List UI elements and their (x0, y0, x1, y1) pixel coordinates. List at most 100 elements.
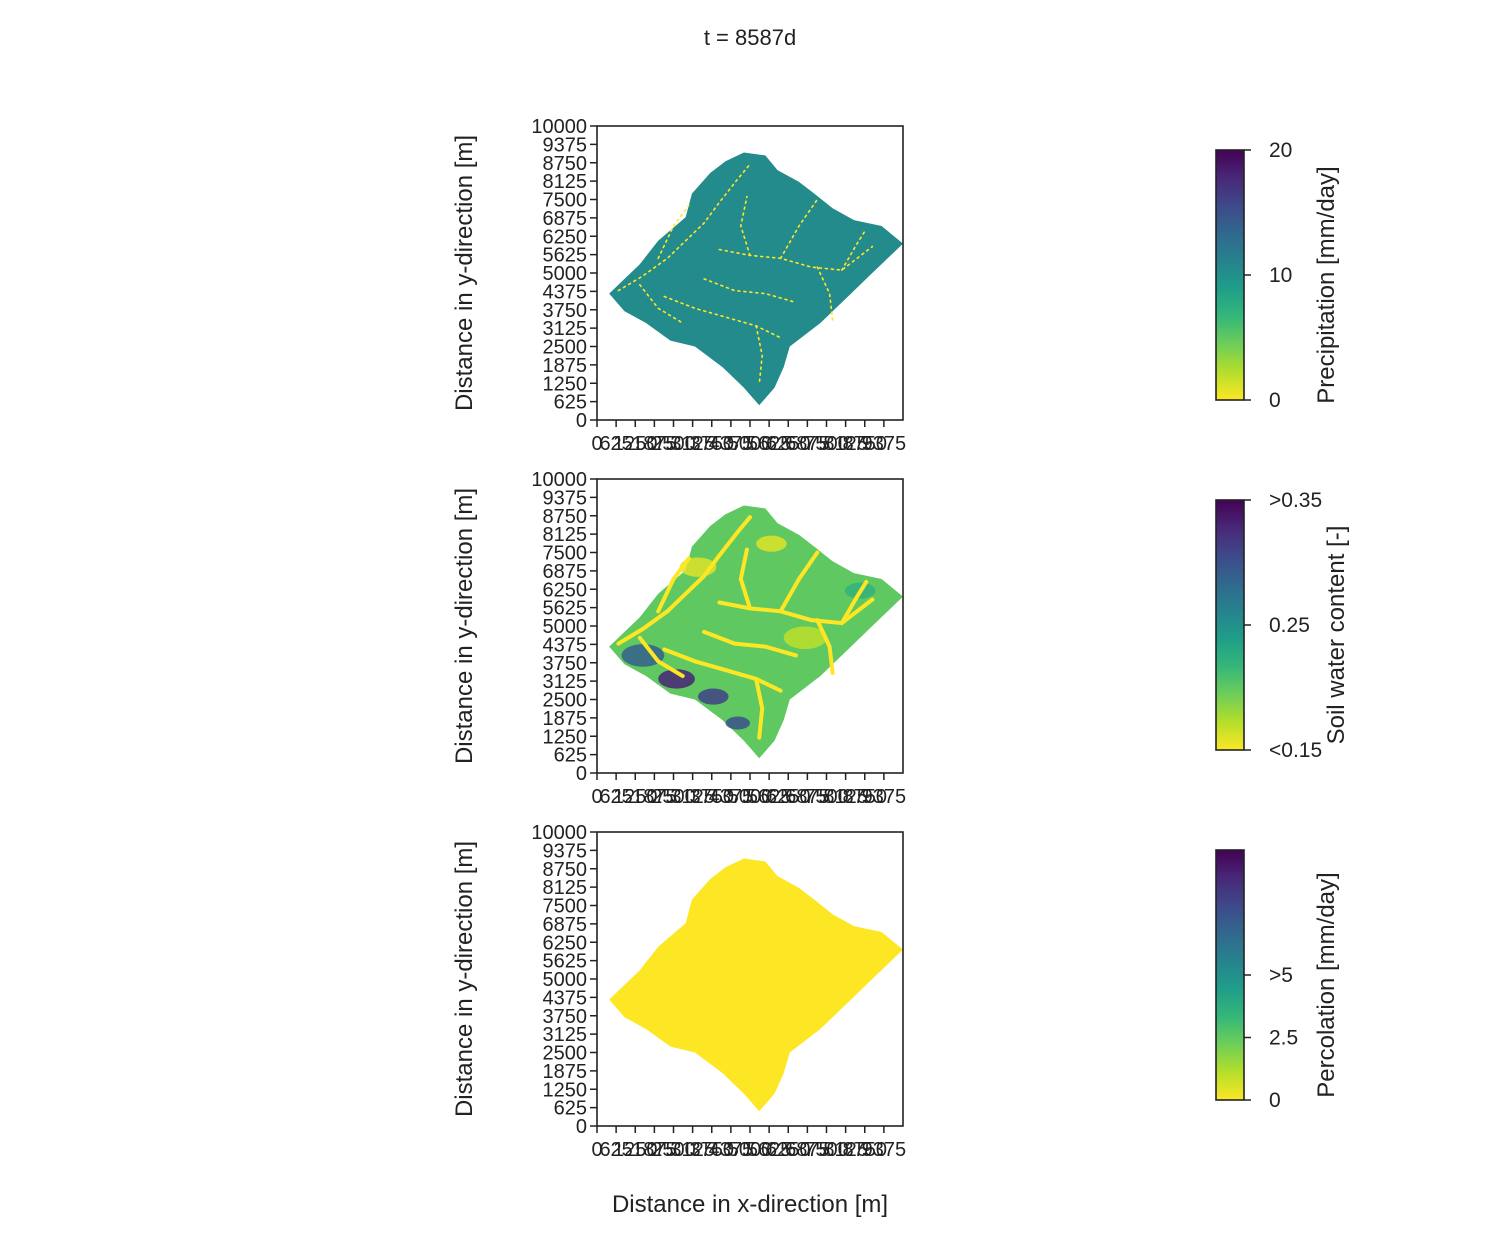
y-tick-label: 3125 (543, 318, 588, 340)
x-tick-label: 2500 (651, 786, 696, 808)
soil-moisture-patch (658, 669, 695, 689)
x-tick-label: 1250 (613, 1139, 658, 1161)
river-channel (754, 676, 765, 740)
x-tick-label: 5000 (728, 433, 773, 455)
x-tick-label: 8125 (823, 1139, 868, 1161)
x-tick-label: 3125 (670, 786, 715, 808)
river-channel (815, 618, 835, 675)
river-channel (816, 266, 834, 321)
y-tick-label: 8750 (543, 506, 588, 528)
colorbar-gradient (1215, 849, 1245, 1101)
y-axis-label: Distance in y-direction [m] (451, 135, 478, 411)
panel-precipitation: 0625125018752500312537504375500056256250… (451, 116, 906, 455)
x-tick-label: 625 (599, 433, 632, 455)
x-tick-label: 3750 (690, 1139, 735, 1161)
y-tick-label: 3125 (543, 1024, 588, 1046)
x-tick-label: 1875 (632, 433, 677, 455)
panel-soil_water_content: 0625125018752500312537504375500056256250… (451, 469, 906, 808)
x-tick-label: 3125 (670, 433, 715, 455)
colorbar-tick-label: <0.15 (1269, 739, 1322, 762)
river-channel (703, 278, 797, 304)
y-tick-label: 1875 (543, 708, 588, 730)
x-tick-label: 625 (599, 786, 632, 808)
y-tick-label: 7500 (543, 896, 588, 918)
river-channel (702, 629, 798, 658)
x-tick-label: 6875 (785, 786, 830, 808)
river-channel (637, 635, 685, 678)
x-tick-label: 3750 (690, 433, 735, 455)
y-tick-label: 8125 (543, 877, 588, 899)
x-tick-label: 4375 (709, 1139, 754, 1161)
x-tick-label: 0 (591, 786, 602, 808)
y-tick-label: 6875 (543, 914, 588, 936)
y-tick-label: 4375 (543, 634, 588, 656)
y-tick-label: 3750 (543, 300, 588, 322)
y-tick-label: 9375 (543, 134, 588, 156)
colorbar-label: Percolation [mm/day] (1313, 872, 1340, 1097)
x-tick-label: 4375 (709, 786, 754, 808)
colorbar-label: Soil water content [-] (1323, 526, 1350, 745)
river-channel (755, 325, 764, 386)
river-channel (718, 245, 874, 271)
river-channel (717, 597, 875, 626)
y-tick-label: 9375 (543, 840, 588, 862)
x-tick-label: 3750 (690, 786, 735, 808)
catchment-area (609, 858, 903, 1112)
y-tick-label: 6875 (543, 561, 588, 583)
catchment-area (609, 505, 903, 759)
y-tick-label: 0 (576, 410, 587, 432)
x-tick-label: 5625 (747, 786, 792, 808)
y-tick-label: 6875 (543, 208, 588, 230)
y-tick-label: 1250 (543, 726, 588, 748)
y-tick-label: 7500 (543, 190, 588, 212)
x-tick-label: 2500 (651, 433, 696, 455)
y-tick-label: 3750 (543, 1006, 588, 1028)
river-channel (841, 228, 868, 271)
river-channel (839, 579, 869, 626)
x-tick-label: 6250 (766, 1139, 811, 1161)
colorbar-gradient (1215, 149, 1245, 401)
y-tick-label: 5625 (543, 951, 588, 973)
x-tick-label: 0 (591, 1139, 602, 1161)
x-tick-label: 8125 (823, 786, 868, 808)
colorbar-tick-label: >0.35 (1269, 489, 1322, 512)
y-tick-label: 1250 (543, 373, 588, 395)
soil-moisture-patch (621, 644, 665, 667)
y-tick-label: 4375 (543, 281, 588, 303)
y-tick-label: 2500 (543, 1043, 588, 1065)
y-tick-label: 1875 (543, 355, 588, 377)
colorbar-tick-label: 0 (1269, 389, 1281, 412)
x-tick-label: 8750 (843, 1139, 888, 1161)
colorbar-label: Precipitation [mm/day] (1313, 166, 1340, 403)
x-tick-label: 1875 (632, 1139, 677, 1161)
y-tick-label: 2500 (543, 690, 588, 712)
x-tick-label: 1250 (613, 786, 658, 808)
y-tick-label: 9375 (543, 487, 588, 509)
y-axis-label: Distance in y-direction [m] (451, 488, 478, 764)
river-channel (779, 198, 819, 260)
panel-percolation: 0625125018752500312537504375500056256250… (451, 822, 906, 1161)
colorbar-precipitation: 0 10 20 Precipitation [mm/day] (1215, 139, 1340, 412)
x-tick-label: 1875 (632, 786, 677, 808)
x-tick-label: 6875 (785, 1139, 830, 1161)
river-channel (662, 647, 783, 693)
colorbar-tick-label: 2.5 (1269, 1027, 1298, 1050)
y-tick-label: 2500 (543, 337, 588, 359)
y-tick-label: 0 (576, 763, 587, 785)
river-channel (739, 195, 751, 257)
x-tick-label: 7500 (804, 1139, 849, 1161)
catchment-area (609, 152, 903, 406)
y-tick-label: 5625 (543, 245, 588, 267)
river-channel (657, 204, 690, 260)
river-channel (738, 547, 752, 611)
y-tick-label: 5000 (543, 263, 588, 285)
figure-suptitle: t = 8587d (704, 25, 796, 50)
y-tick-label: 4375 (543, 987, 588, 1009)
colorbars: 0 10 20 Precipitation [mm/day] <0.15 0.25 >0.3… (1215, 139, 1350, 1112)
y-tick-label: 0 (576, 1116, 587, 1138)
x-tick-label: 8125 (823, 433, 868, 455)
x-tick-label: 0 (591, 433, 602, 455)
y-tick-label: 8750 (543, 153, 588, 175)
y-tick-label: 625 (554, 745, 587, 767)
y-tick-label: 6250 (543, 226, 588, 248)
